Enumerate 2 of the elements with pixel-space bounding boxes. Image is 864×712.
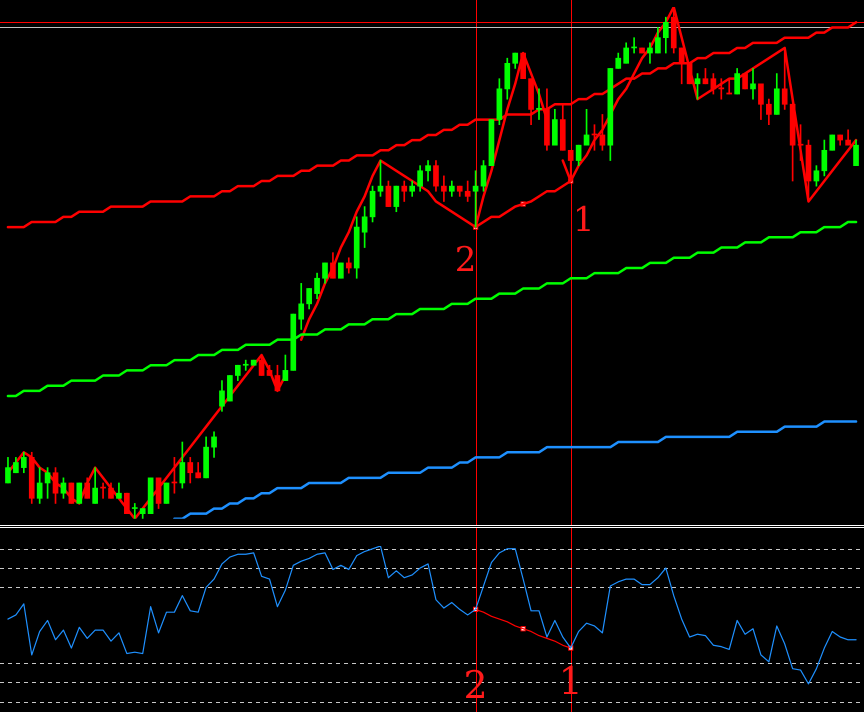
annotation: 1 — [572, 200, 595, 240]
annotation: 2 — [454, 240, 476, 280]
